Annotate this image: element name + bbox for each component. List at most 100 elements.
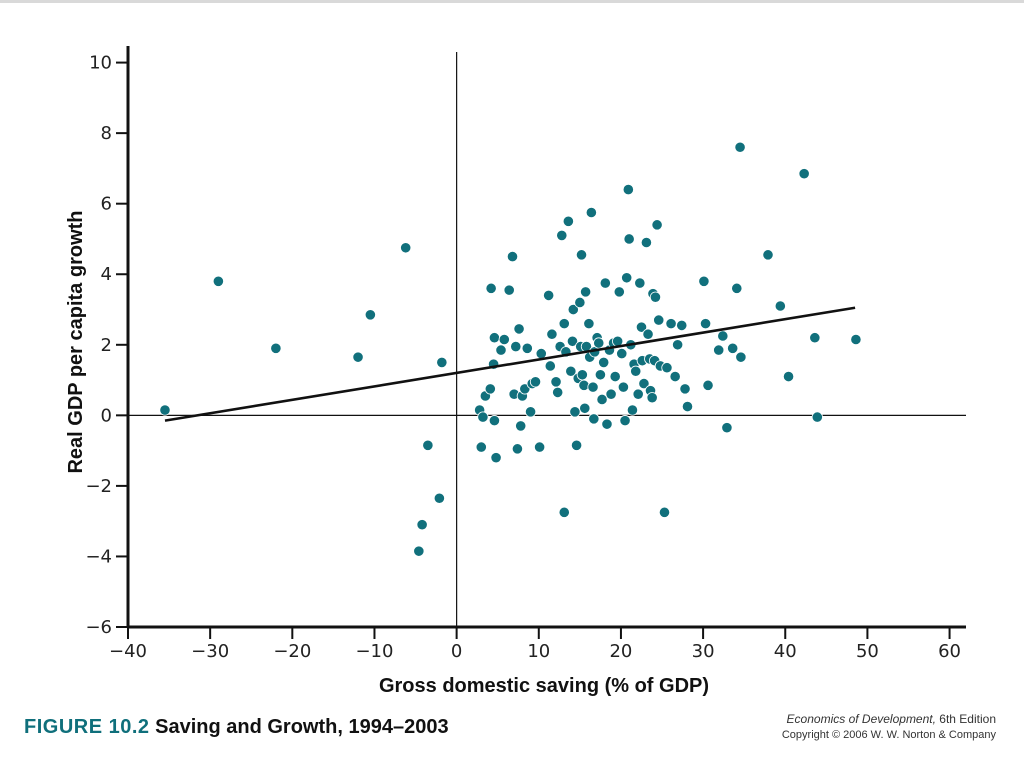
figure-caption: FIGURE 10.2 Saving and Growth, 1994–2003 <box>24 716 449 739</box>
x-tick-label: 50 <box>856 641 879 662</box>
data-point <box>558 506 570 518</box>
data-point <box>658 506 671 518</box>
data-point <box>642 328 654 340</box>
data-point <box>594 369 607 381</box>
y-tick-label: 0 <box>101 405 112 426</box>
data-point <box>809 332 821 344</box>
data-point <box>575 249 588 261</box>
data-point <box>616 348 628 360</box>
x-tick-label: 20 <box>609 641 632 662</box>
data-point <box>619 415 631 427</box>
data-point <box>524 406 537 418</box>
data-point <box>717 330 729 342</box>
x-tick-label: −10 <box>355 641 393 662</box>
data-point <box>433 492 445 504</box>
data-point <box>632 388 644 400</box>
data-point <box>617 381 630 393</box>
data-point <box>585 206 597 219</box>
data-point <box>669 370 681 383</box>
data-point <box>638 377 650 390</box>
y-tick-label: 4 <box>101 264 112 285</box>
publisher-credit: Economics of Development, 6th Edition Co… <box>782 712 996 741</box>
data-point <box>665 318 677 330</box>
data-point <box>562 215 574 227</box>
data-point <box>576 369 588 381</box>
data-point <box>552 386 564 399</box>
x-tick-label: −40 <box>109 641 147 662</box>
data-point <box>583 318 595 330</box>
data-point <box>676 319 688 331</box>
data-point <box>622 183 634 196</box>
data-point <box>580 286 592 298</box>
data-point <box>731 282 743 294</box>
data-point <box>605 388 617 400</box>
data-point <box>569 406 581 418</box>
data-point <box>630 365 642 377</box>
data-point <box>488 415 501 427</box>
data-point <box>544 360 556 372</box>
data-point <box>556 229 568 242</box>
y-axis-label: Real GDP per capita growth <box>65 210 87 473</box>
data-point <box>400 242 412 254</box>
data-point <box>422 439 434 451</box>
data-point <box>699 318 712 330</box>
data-point <box>679 383 691 395</box>
data-point <box>798 168 810 180</box>
y-tick-label: 8 <box>101 123 112 144</box>
data-point <box>782 370 795 383</box>
x-tick-label: 60 <box>938 641 961 662</box>
data-point <box>416 519 428 531</box>
data-point <box>721 422 733 434</box>
credit-copyright: Copyright © 2006 W. W. Norton & Company <box>781 729 996 741</box>
data-point <box>634 277 646 289</box>
data-point <box>626 404 639 416</box>
data-point <box>601 418 613 430</box>
data-point <box>774 300 786 312</box>
data-point <box>588 413 600 425</box>
data-point <box>565 365 577 377</box>
data-point <box>484 383 496 395</box>
data-point <box>511 443 524 455</box>
data-point <box>593 337 605 349</box>
data-point <box>570 439 583 451</box>
data-point <box>159 404 171 416</box>
data-point <box>413 545 425 557</box>
data-point <box>485 282 497 294</box>
data-point <box>436 356 448 369</box>
data-point <box>566 335 579 347</box>
credit-book-title: Economics of Development, <box>786 712 936 726</box>
data-point <box>579 402 591 414</box>
data-point <box>506 251 519 263</box>
data-point <box>661 362 673 374</box>
data-point <box>599 277 611 289</box>
y-tick-label: 10 <box>89 53 112 74</box>
data-point <box>212 275 224 287</box>
data-point <box>598 356 610 369</box>
data-point <box>811 411 823 423</box>
data-point <box>534 441 546 453</box>
data-point <box>613 286 625 298</box>
credit-edition: 6th Edition <box>935 712 996 726</box>
data-point <box>510 340 522 353</box>
y-tick-label: 6 <box>101 194 112 215</box>
data-point <box>495 344 507 356</box>
data-point <box>475 441 487 453</box>
data-point <box>488 332 501 344</box>
data-point <box>513 323 525 335</box>
data-point <box>515 420 527 432</box>
data-point <box>623 233 635 245</box>
data-point <box>621 272 633 284</box>
data-point <box>352 351 364 363</box>
top-rule <box>0 0 1024 3</box>
data-point <box>558 318 570 330</box>
figure-title: Saving and Growth, 1994–2003 <box>155 716 449 738</box>
data-point <box>477 411 489 423</box>
data-point <box>529 376 542 388</box>
data-point <box>574 296 586 309</box>
data-point <box>587 381 599 393</box>
data-point <box>490 452 502 464</box>
data-point <box>651 219 663 231</box>
data-point <box>698 275 710 287</box>
